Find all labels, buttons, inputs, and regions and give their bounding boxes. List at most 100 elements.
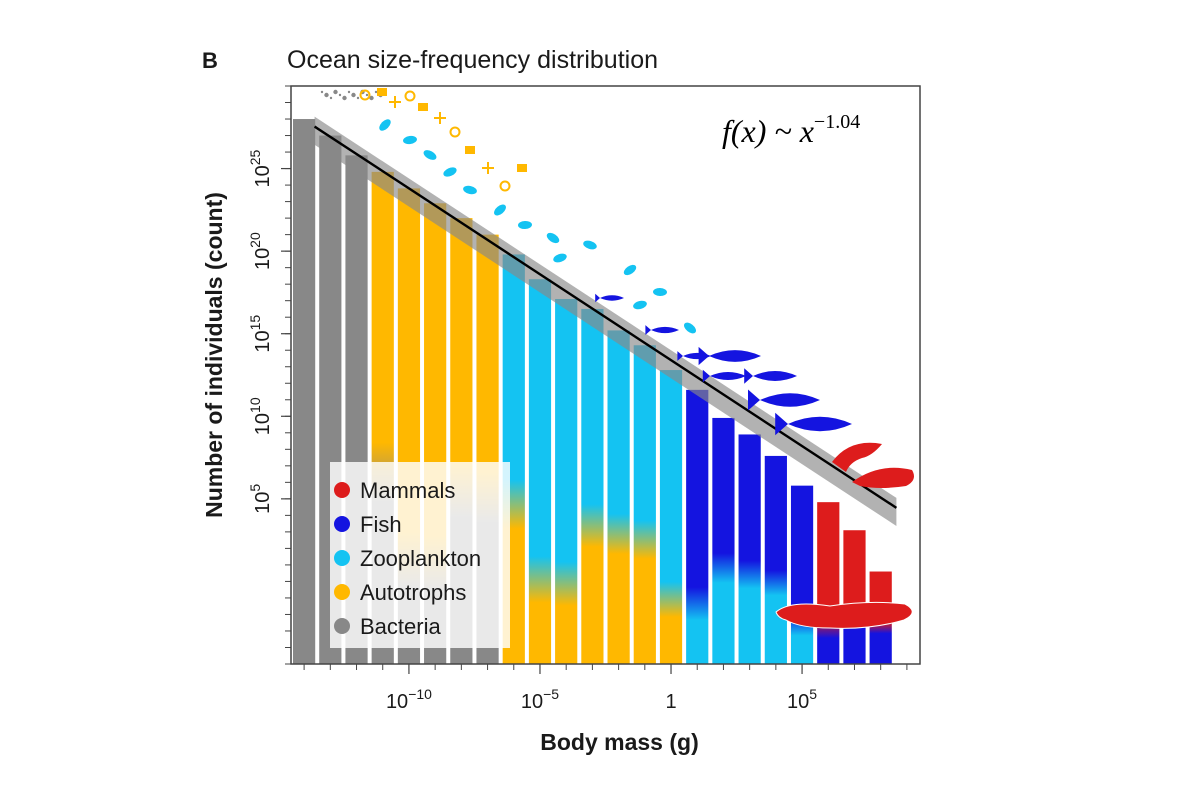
bacterium-dot — [324, 92, 329, 98]
zooplankton-icon — [583, 240, 597, 250]
bacterium-dot — [342, 95, 347, 101]
y-axis-title: Number of individuals (count) — [201, 192, 227, 518]
organism-icons — [320, 88, 914, 629]
x-tick-label: 105 — [787, 686, 817, 713]
bar-bin-12 — [607, 330, 630, 664]
zooplankton-icon — [518, 220, 532, 230]
bar-bin-9 — [528, 279, 552, 664]
zooplankton-icon — [443, 167, 457, 177]
zooplankton-icon — [633, 300, 647, 310]
legend-box — [330, 462, 510, 648]
fish-icon — [595, 293, 624, 303]
bacterium-dot — [369, 95, 374, 101]
legend-marker-zooplankton — [334, 550, 350, 566]
blue-whale-icon — [775, 601, 913, 629]
bar-bin-11 — [581, 308, 604, 664]
axes-layer: 10−10 10−5 1 105 105 1010 1015 1020 1025 Body mas… — [201, 85, 908, 755]
zooplankton-icon — [494, 204, 506, 216]
fit-confidence-band — [314, 116, 897, 527]
x-axis-title: Body mass (g) — [540, 729, 698, 755]
fish-icon — [775, 412, 852, 436]
dolphin-icon — [832, 442, 882, 472]
bar-bin-13 — [633, 345, 656, 664]
y-tick-label: 1020 — [247, 232, 274, 270]
manatee-icon — [852, 467, 914, 488]
fit-layer — [313, 116, 898, 527]
bar-bin-19 — [790, 485, 814, 664]
mammal-icons — [832, 442, 914, 488]
diatom-icon — [499, 180, 511, 192]
y-tick-label: 1015 — [247, 315, 274, 353]
zooplankton-icon — [463, 185, 477, 195]
zooplankton-icon — [546, 232, 560, 244]
fish-icons — [595, 293, 852, 436]
legend-label-fish: Fish — [360, 512, 402, 537]
whale-icon — [775, 601, 913, 629]
bar-bin-10 — [555, 299, 578, 664]
zooplankton-icons — [379, 119, 696, 334]
legend-marker-autotrophs — [334, 584, 350, 600]
bacterium-dot — [347, 90, 351, 94]
legend-marker-bacteria — [334, 618, 350, 634]
bar-bin-16 — [712, 417, 735, 664]
bar-bin-20 — [817, 502, 840, 664]
legend-label-zooplankton: Zooplankton — [360, 546, 481, 571]
dinoflagellate-icon — [465, 146, 475, 154]
bar-bin-0 — [293, 119, 316, 665]
diatom-icon — [449, 126, 461, 138]
bacterium-dot — [365, 93, 369, 97]
x-tick-label: 10−10 — [386, 686, 432, 713]
dinoflagellate-icon — [377, 88, 387, 96]
zooplankton-icon — [653, 287, 667, 297]
legend-marker-mammals — [334, 482, 350, 498]
algae-icon — [434, 112, 446, 124]
algae-icon — [389, 96, 401, 108]
bacterium-dot — [351, 92, 356, 98]
legend-label-mammals: Mammals — [360, 478, 455, 503]
y-tick-label: 1025 — [247, 149, 274, 187]
zooplankton-icon — [403, 135, 417, 145]
algae-icon — [482, 162, 494, 174]
legend: Mammals Fish Zooplankton Autotrophs Bacteria — [330, 462, 510, 648]
x-tick-label: 1 — [665, 691, 676, 713]
bacterium-dot — [374, 90, 378, 94]
autotroph-icons — [359, 88, 527, 192]
bacteria-icons — [320, 89, 383, 101]
y-tick-label: 1010 — [247, 397, 274, 435]
chart-title: Ocean size-frequency distribution — [287, 46, 659, 74]
fish-icon — [744, 368, 797, 384]
bar-bin-15 — [686, 389, 709, 664]
bacterium-dot — [356, 96, 360, 100]
plot-frame — [290, 85, 921, 665]
fish-icon — [645, 325, 679, 335]
legend-label-autotrophs: Autotrophs — [360, 580, 466, 605]
bar-bin-14 — [659, 370, 683, 664]
x-tick-label: 10−5 — [521, 686, 559, 713]
y-tick-label: 105 — [247, 484, 274, 514]
bacterium-dot — [338, 93, 342, 97]
diatom-icon — [404, 90, 416, 102]
fish-icon — [702, 369, 746, 383]
zooplankton-icon — [553, 253, 567, 263]
bar-bin-21 — [843, 530, 866, 664]
bacterium-dot — [333, 89, 338, 95]
bar-bin-18 — [764, 455, 787, 664]
fish-icon — [748, 389, 820, 411]
dinoflagellate-icon — [517, 164, 527, 172]
legend-marker-fish — [334, 516, 350, 532]
zooplankton-icon — [379, 119, 391, 131]
panel-letter: B — [202, 48, 218, 73]
bar-bin-17 — [738, 434, 761, 664]
fit-line — [313, 125, 898, 509]
dinoflagellate-icon — [418, 103, 428, 111]
zooplankton-icon — [423, 150, 437, 160]
zooplankton-icon — [684, 322, 696, 334]
formula-text: f(x) ~ x−1.04 — [722, 111, 860, 149]
bacterium-dot — [329, 96, 333, 100]
legend-label-bacteria: Bacteria — [360, 614, 441, 639]
diatom-icon — [359, 89, 371, 101]
zooplankton-icon — [623, 264, 637, 276]
power-law-formula: f(x) ~ x−1.04 — [722, 111, 860, 149]
fish-icon — [698, 346, 761, 366]
